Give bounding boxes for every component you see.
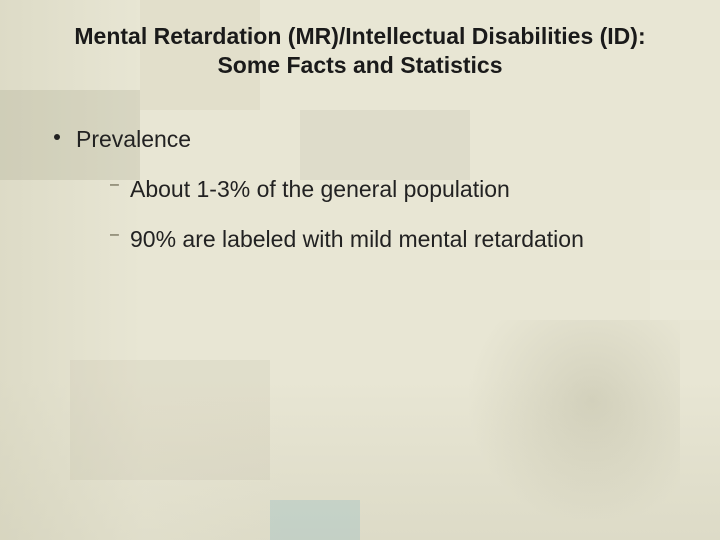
bullet-text: Prevalence: [76, 126, 191, 152]
sub-bullet-item: About 1-3% of the general population: [110, 175, 630, 204]
sub-bullet-list: About 1-3% of the general population 90%…: [76, 175, 670, 255]
sub-bullet-text: 90% are labeled with mild mental retarda…: [130, 226, 584, 252]
sub-bullet-item: 90% are labeled with mild mental retarda…: [110, 225, 630, 254]
bullet-list: Prevalence About 1-3% of the general pop…: [50, 126, 670, 255]
slide: Mental Retardation (MR)/Intellectual Dis…: [0, 0, 720, 540]
bullet-item: Prevalence About 1-3% of the general pop…: [54, 126, 670, 255]
slide-title: Mental Retardation (MR)/Intellectual Dis…: [60, 22, 660, 80]
sub-bullet-text: About 1-3% of the general population: [130, 176, 510, 202]
